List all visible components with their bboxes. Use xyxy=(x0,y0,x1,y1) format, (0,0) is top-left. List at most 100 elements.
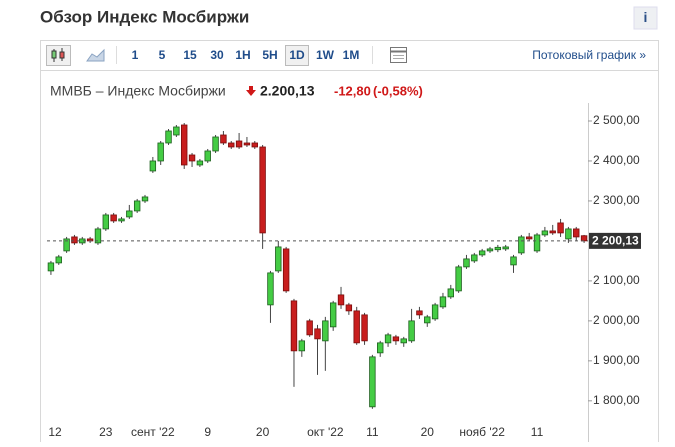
y-tick-label: 1 900,00 xyxy=(593,353,640,367)
down-arrow xyxy=(246,86,256,96)
candle-body xyxy=(228,142,235,148)
candle-body xyxy=(384,334,392,344)
interval-button[interactable]: 1D xyxy=(289,48,305,62)
candle-body xyxy=(235,140,243,148)
candle-body xyxy=(173,126,180,136)
candle-body xyxy=(463,258,470,268)
candle-body xyxy=(565,228,572,240)
y-tick-label: 2 000,00 xyxy=(593,313,640,327)
candle-body xyxy=(478,250,486,256)
widget-frame xyxy=(40,40,659,447)
candle-body xyxy=(369,356,376,408)
candle-body xyxy=(400,338,407,344)
candle-body xyxy=(157,142,164,162)
candle-body xyxy=(345,304,353,312)
candle-body xyxy=(557,222,564,234)
y-tick-label: 2 300,00 xyxy=(593,193,640,207)
x-tick-label: 20 xyxy=(256,425,270,439)
area-icon[interactable] xyxy=(86,48,105,62)
candle-body xyxy=(251,142,258,148)
interval-button[interactable]: 5H xyxy=(262,48,277,62)
candle-body xyxy=(267,272,274,306)
y-tick-label: 1 800,00 xyxy=(593,393,640,407)
candle-body xyxy=(353,310,360,344)
candle-body xyxy=(118,218,125,222)
interval-button[interactable]: 1M xyxy=(343,48,360,62)
interval-active[interactable] xyxy=(285,45,309,66)
candle-body xyxy=(408,320,415,342)
candle-body xyxy=(424,316,431,324)
candle-body xyxy=(94,228,102,244)
x-tick-label: 12 xyxy=(48,425,62,439)
candle-body xyxy=(110,214,117,222)
interval-button[interactable]: 1 xyxy=(132,48,139,62)
y-tick-label: 2 400,00 xyxy=(593,153,640,167)
candle-body xyxy=(416,310,423,316)
candle-body xyxy=(322,320,329,342)
candle-body xyxy=(63,238,70,252)
candle-body xyxy=(447,288,454,298)
interval-button[interactable]: 30 xyxy=(210,48,224,62)
x-tick-label: 20 xyxy=(421,425,435,439)
interval-button[interactable]: 15 xyxy=(183,48,197,62)
candle-body xyxy=(282,248,290,292)
candle-body xyxy=(510,256,517,266)
candle-body xyxy=(306,320,313,336)
candle-body xyxy=(377,342,384,354)
candle-body xyxy=(55,256,62,264)
x-tick-label: 9 xyxy=(204,425,211,439)
candle-body xyxy=(102,214,110,230)
x-tick-label: нояб '22 xyxy=(459,425,505,439)
y-tick-label: 2 500,00 xyxy=(593,113,640,127)
x-tick-label: 11 xyxy=(366,425,379,439)
candle-body xyxy=(165,130,172,144)
quote-price: 2.200,13 xyxy=(260,83,315,99)
x-tick-label: окт '22 xyxy=(307,425,344,439)
candle-body xyxy=(486,248,494,252)
interval-button[interactable]: 1H xyxy=(235,48,250,62)
quote-name: ММВБ – Индекс Мосбиржи xyxy=(50,83,226,99)
candle-body xyxy=(126,210,133,218)
widget-title: Обзор Индекс Мосбиржи xyxy=(40,7,249,26)
candle-body xyxy=(275,246,282,272)
candle-body xyxy=(47,262,55,272)
candle-body xyxy=(212,136,219,152)
candle-body xyxy=(471,254,478,262)
quote-change-pct: (-0,58%) xyxy=(373,83,423,98)
candle-body xyxy=(188,154,196,162)
candle-body xyxy=(541,230,549,236)
interval-button[interactable]: 5 xyxy=(159,48,166,62)
candle-body xyxy=(525,236,533,240)
stream-link[interactable]: Потоковый график » xyxy=(532,48,646,62)
candle-body xyxy=(392,336,400,342)
candle-body xyxy=(314,328,321,340)
candle-body xyxy=(533,234,541,252)
quote-change: -12,80 xyxy=(334,83,371,98)
candle-body xyxy=(220,134,227,144)
candle-body xyxy=(337,294,345,306)
candle-body xyxy=(494,246,502,251)
x-tick-label: 11 xyxy=(531,425,544,439)
info-button[interactable] xyxy=(633,6,658,30)
x-tick-label: 23 xyxy=(99,425,113,439)
interval-button[interactable]: 1W xyxy=(316,48,335,62)
candle-body xyxy=(259,146,266,234)
last-price-box xyxy=(589,232,641,249)
candle-body xyxy=(181,124,188,166)
candle-icon-button[interactable] xyxy=(46,45,71,66)
candle-body xyxy=(141,196,149,202)
candle-body xyxy=(149,160,157,172)
candle-body xyxy=(518,236,525,254)
candle-icon[interactable] xyxy=(51,48,65,62)
candle-body xyxy=(196,160,204,166)
candle-body xyxy=(549,230,556,234)
candle-body xyxy=(298,340,306,352)
candle-body xyxy=(71,236,78,244)
candle-body xyxy=(502,246,509,250)
candle-body xyxy=(290,300,298,352)
info-icon[interactable]: i xyxy=(644,9,648,25)
candle-body xyxy=(573,228,580,238)
table-icon[interactable] xyxy=(390,47,407,63)
candle-body xyxy=(329,302,337,328)
candle-body xyxy=(204,150,211,162)
